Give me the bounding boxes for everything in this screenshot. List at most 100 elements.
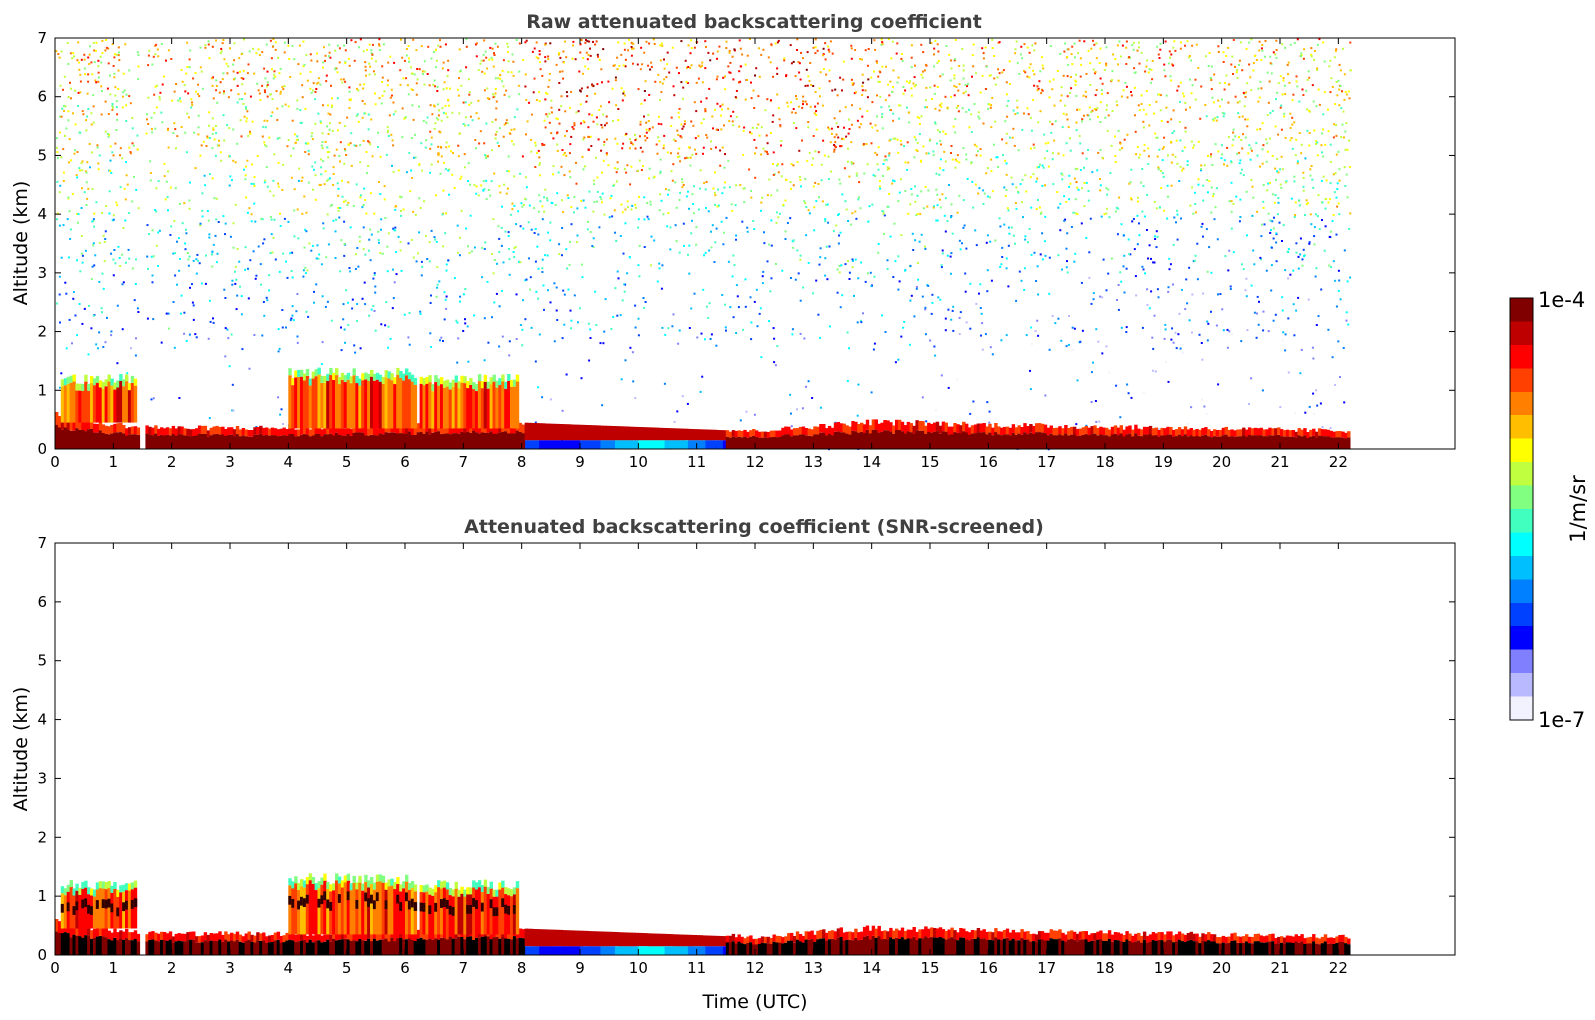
noise-pixel bbox=[207, 40, 210, 43]
noise-pixel bbox=[1136, 243, 1139, 246]
noise-pixel bbox=[1261, 44, 1264, 46]
noise-pixel bbox=[232, 78, 235, 81]
noise-pixel bbox=[1292, 93, 1295, 96]
noise-pixel bbox=[527, 221, 530, 224]
noise-pixel bbox=[547, 58, 550, 61]
noise-pixel bbox=[1287, 317, 1290, 320]
noise-pixel bbox=[150, 255, 153, 258]
noise-pixel bbox=[1208, 52, 1211, 54]
noise-pixel bbox=[565, 56, 568, 59]
noise-pixel bbox=[532, 91, 535, 94]
clear-air-cell bbox=[679, 440, 683, 449]
noise-pixel bbox=[249, 259, 252, 262]
noise-pixel bbox=[1016, 99, 1019, 102]
noise-pixel bbox=[921, 70, 924, 73]
noise-pixel bbox=[114, 94, 117, 97]
noise-pixel bbox=[1168, 268, 1171, 271]
noise-pixel bbox=[1190, 140, 1193, 143]
noise-pixel bbox=[1008, 60, 1011, 63]
noise-pixel bbox=[118, 257, 121, 259]
noise-pixel bbox=[541, 271, 544, 273]
noise-pixel bbox=[342, 303, 345, 306]
noise-pixel bbox=[971, 180, 974, 183]
noise-pixel bbox=[1206, 270, 1209, 273]
noise-pixel bbox=[612, 184, 615, 187]
noise-pixel bbox=[309, 87, 312, 90]
noise-pixel bbox=[537, 149, 540, 152]
noise-pixel bbox=[285, 326, 287, 329]
noise-pixel bbox=[1069, 182, 1072, 185]
noise-pixel bbox=[910, 87, 913, 90]
noise-pixel bbox=[97, 71, 100, 74]
noise-pixel bbox=[374, 285, 377, 288]
noise-pixel bbox=[1142, 126, 1145, 129]
noise-pixel bbox=[898, 280, 901, 283]
noise-pixel bbox=[774, 364, 777, 367]
noise-pixel bbox=[825, 203, 828, 206]
noise-pixel bbox=[943, 214, 946, 217]
noise-pixel bbox=[580, 377, 583, 380]
noise-pixel bbox=[81, 160, 84, 163]
noise-pixel bbox=[176, 135, 179, 138]
noise-pixel bbox=[796, 249, 799, 252]
noise-pixel bbox=[940, 105, 943, 108]
noise-pixel bbox=[900, 57, 903, 60]
noise-pixel bbox=[1266, 150, 1269, 153]
noise-pixel bbox=[525, 98, 528, 101]
noise-pixel bbox=[265, 145, 268, 148]
noise-pixel bbox=[272, 236, 275, 239]
boundary-layer-cell bbox=[154, 433, 158, 449]
noise-pixel bbox=[579, 43, 582, 46]
noise-pixel bbox=[506, 187, 509, 190]
boundary-layer-cell bbox=[66, 429, 71, 449]
noise-pixel bbox=[744, 278, 747, 281]
noise-pixel bbox=[1130, 91, 1132, 93]
noise-pixel bbox=[477, 117, 480, 120]
noise-pixel bbox=[970, 162, 973, 165]
noise-pixel bbox=[441, 213, 444, 216]
noise-pixel bbox=[132, 144, 135, 147]
noise-pixel bbox=[1271, 109, 1274, 112]
noise-pixel bbox=[766, 153, 769, 155]
noise-pixel bbox=[483, 39, 486, 42]
noise-pixel bbox=[245, 108, 248, 110]
noise-pixel bbox=[1272, 227, 1275, 230]
noise-pixel bbox=[582, 72, 584, 75]
noise-pixel bbox=[534, 260, 537, 263]
noise-pixel bbox=[228, 127, 231, 130]
noise-pixel bbox=[686, 82, 689, 84]
noise-pixel bbox=[242, 103, 245, 105]
noise-pixel bbox=[213, 138, 216, 141]
noise-pixel bbox=[634, 206, 637, 209]
noise-pixel bbox=[445, 295, 448, 298]
noise-pixel bbox=[422, 120, 425, 122]
noise-pixel bbox=[322, 160, 325, 163]
noise-pixel bbox=[931, 98, 934, 100]
boundary-layer-cell bbox=[270, 435, 275, 449]
noise-pixel bbox=[250, 182, 253, 185]
noise-pixel bbox=[1235, 71, 1238, 74]
noise-pixel bbox=[760, 53, 763, 56]
boundary-layer-cell bbox=[84, 421, 88, 432]
noise-pixel bbox=[126, 183, 129, 186]
noise-pixel bbox=[1043, 157, 1046, 160]
noise-pixel bbox=[387, 232, 390, 235]
noise-pixel bbox=[702, 118, 705, 121]
noise-pixel bbox=[1195, 211, 1197, 214]
noise-pixel bbox=[1098, 62, 1101, 64]
noise-pixel bbox=[208, 233, 211, 236]
boundary-layer-cell bbox=[148, 426, 152, 435]
noise-pixel bbox=[1281, 309, 1284, 312]
noise-pixel bbox=[638, 275, 641, 278]
noise-pixel bbox=[638, 159, 641, 162]
noise-pixel bbox=[687, 44, 690, 47]
noise-pixel bbox=[1129, 253, 1132, 256]
noise-pixel bbox=[1108, 371, 1111, 374]
noise-pixel bbox=[506, 42, 509, 45]
noise-pixel bbox=[428, 84, 431, 87]
noise-pixel bbox=[959, 311, 962, 314]
noise-pixel bbox=[1142, 185, 1145, 188]
noise-pixel bbox=[1027, 241, 1029, 244]
noise-pixel bbox=[1185, 108, 1187, 111]
noise-pixel bbox=[702, 152, 704, 155]
